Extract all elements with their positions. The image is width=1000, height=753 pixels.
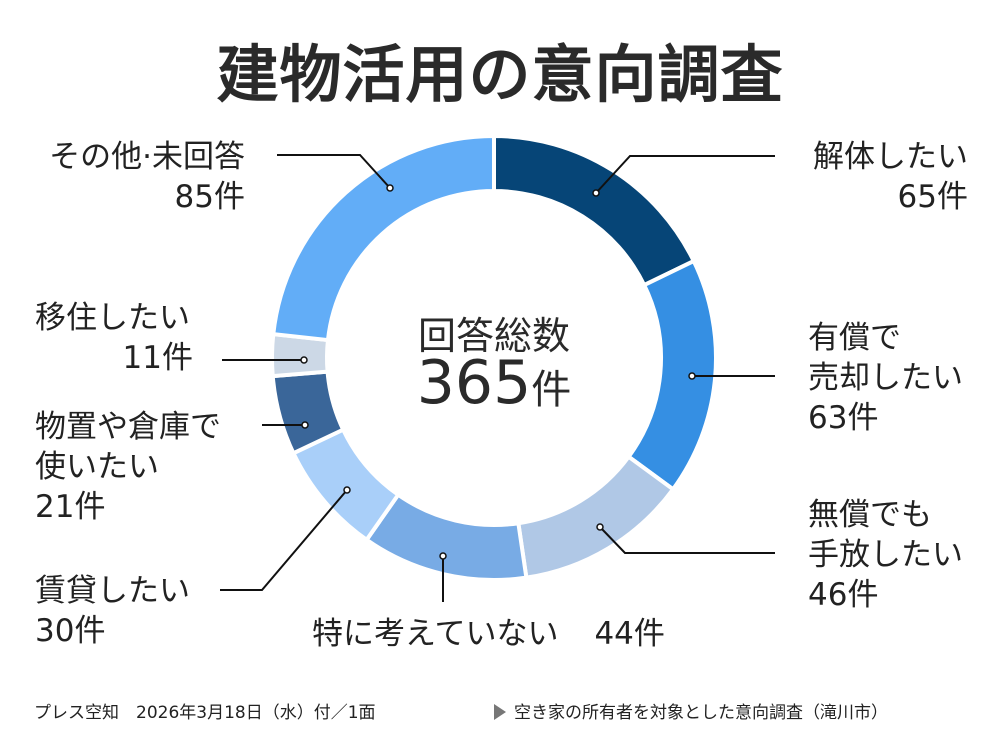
chart-title: 建物活用の意向調査 [216,38,784,111]
footer-note: 空き家の所有者を対象とした意向調査（滝川市） [494,698,888,723]
donut-segment [492,133,697,288]
label-relocate: 移住したい 11件 [35,300,193,376]
donut-segments [270,133,718,582]
donut-segment [271,133,496,343]
footer-source: プレス空知 2026年3月18日（水）付／1面 [34,703,376,723]
label-rent: 賃貸したい 30件 [35,573,190,649]
label-give-away: 無償でも 手放したい 46件 [808,497,963,613]
label-storage: 物置や倉庫で 使いたい 21件 [35,409,221,525]
triangle-icon [494,704,506,720]
center-total: 365件 [374,348,614,425]
donut-segment [516,453,676,580]
label-sell-paid: 有償で 売却したい 63件 [808,320,963,436]
leader-lines [220,154,775,602]
center-label: 回答総数 [417,314,570,358]
total-unit: 件 [531,367,572,413]
label-undecided: 特に考えていない 44件 [312,616,665,652]
total-value: 365 [416,348,532,418]
label-demolish: 解体したい 65件 [813,139,968,215]
label-other: その他·未回答 85件 [49,139,245,215]
